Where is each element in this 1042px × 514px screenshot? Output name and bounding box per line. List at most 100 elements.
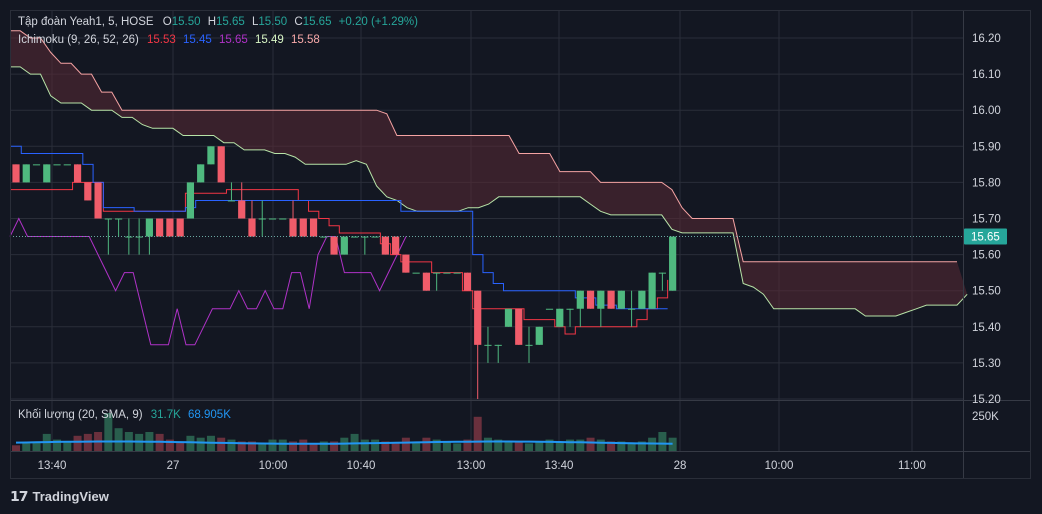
volume-bar bbox=[53, 439, 62, 451]
candle-body bbox=[53, 164, 61, 166]
y-tick-label: 15.50 bbox=[972, 286, 1001, 298]
candle-body bbox=[617, 290, 625, 309]
close-label: C bbox=[294, 16, 303, 28]
candle-body bbox=[484, 344, 492, 346]
x-tick-label: 27 bbox=[167, 460, 180, 472]
y-tick-label: 15.90 bbox=[972, 141, 1001, 153]
volume-bar bbox=[658, 432, 667, 451]
candle-body bbox=[166, 218, 174, 237]
candle-body bbox=[12, 164, 20, 183]
volume-bar bbox=[596, 439, 605, 451]
span-b-line bbox=[10, 30, 957, 263]
change-value: +0.20 (+1.29%) bbox=[338, 16, 418, 28]
candle-body bbox=[402, 254, 410, 273]
volume-bar bbox=[453, 443, 462, 451]
candle-body bbox=[412, 272, 420, 274]
y-tick-label: 15.80 bbox=[972, 177, 1001, 189]
x-tick-label: 10:40 bbox=[347, 460, 376, 472]
volume-bar bbox=[586, 437, 595, 451]
candle-body bbox=[504, 308, 513, 327]
volume-bar bbox=[535, 441, 544, 451]
volume-bar bbox=[545, 439, 554, 451]
volume-bar bbox=[432, 439, 441, 451]
volume-bar bbox=[473, 416, 482, 451]
volume-bar bbox=[576, 439, 585, 451]
volume-bar bbox=[63, 441, 72, 451]
volume-bar bbox=[22, 443, 31, 451]
ichimoku-base-value: 15.45 bbox=[183, 34, 212, 46]
candle-body bbox=[330, 236, 338, 255]
candle-body bbox=[658, 272, 666, 274]
volume-bar bbox=[330, 441, 339, 451]
volume-bar bbox=[422, 437, 431, 451]
candle-body bbox=[597, 290, 605, 309]
x-tick-label: 13:40 bbox=[545, 460, 574, 472]
conversion-line bbox=[11, 181, 669, 335]
ichimoku-spana-value: 15.49 bbox=[254, 34, 284, 46]
volume-bar bbox=[12, 445, 20, 451]
candle-body bbox=[104, 218, 112, 220]
volume-bars bbox=[12, 413, 677, 451]
candle-body bbox=[299, 218, 307, 237]
candle-body bbox=[125, 236, 133, 238]
candle-body bbox=[227, 200, 236, 202]
candle-body bbox=[566, 308, 574, 310]
candle-body bbox=[156, 218, 164, 237]
volume-bar bbox=[504, 441, 513, 451]
x-tick-label: 28 bbox=[674, 460, 687, 472]
open-label: O bbox=[162, 16, 172, 28]
volume-tick-label: 250K bbox=[972, 411, 999, 423]
ichimoku-spanb-value: 15.58 bbox=[290, 34, 320, 46]
candle-body bbox=[268, 218, 277, 220]
candle-body bbox=[669, 236, 677, 291]
axes: 16.20 16.10 16.00 15.90 15.80 15.70 15.60 15.50… bbox=[10, 10, 1031, 479]
candle-body bbox=[197, 164, 205, 183]
candle-body bbox=[576, 290, 584, 309]
candle-body bbox=[474, 290, 482, 345]
volume-bar bbox=[176, 441, 185, 451]
x-tick-label: 10:00 bbox=[259, 460, 288, 472]
candle-body bbox=[186, 182, 195, 219]
ichimoku-legend[interactable]: Ichimoku (9, 26, 52, 26) 15.53 15.45 15.… bbox=[18, 34, 320, 46]
candle-body bbox=[94, 182, 102, 219]
candle-body bbox=[515, 308, 523, 345]
candle-body bbox=[145, 218, 153, 237]
volume-bar bbox=[483, 437, 492, 451]
volume-bar bbox=[381, 441, 390, 451]
y-tick-label: 15.70 bbox=[972, 214, 1001, 226]
y-tick-label: 16.00 bbox=[972, 105, 1001, 117]
price-badge bbox=[964, 228, 1007, 245]
candles bbox=[12, 146, 677, 399]
symbol-legend[interactable]: Tập đoàn Yeah1, 5, HOSE O15.50 H15.65 L1… bbox=[18, 16, 418, 28]
y-tick-label: 16.10 bbox=[972, 69, 1001, 81]
y-tick-label: 15.40 bbox=[972, 322, 1001, 334]
candle-body bbox=[32, 164, 41, 166]
high-value: 15.65 bbox=[216, 16, 245, 28]
volume-bar bbox=[196, 437, 205, 451]
volume-bar bbox=[617, 441, 626, 451]
volume-legend[interactable]: Khối lượng (20, SMA, 9) 31.7K 68.905K bbox=[18, 409, 231, 421]
candle-body bbox=[453, 272, 461, 274]
low-value: 15.50 bbox=[258, 16, 288, 28]
candle-body bbox=[43, 164, 51, 183]
candle-body bbox=[535, 326, 543, 345]
volume-bar bbox=[258, 443, 267, 451]
volume-bar bbox=[442, 441, 451, 451]
price-badge-label: 15.65 bbox=[971, 232, 1000, 244]
candle-body bbox=[443, 272, 451, 274]
candle-body bbox=[238, 200, 246, 219]
volume-bar bbox=[360, 439, 369, 451]
candle-body bbox=[392, 236, 400, 255]
open-value: 15.50 bbox=[171, 16, 201, 28]
volume-value: 31.7K bbox=[150, 409, 181, 421]
cloud-fill bbox=[10, 30, 968, 317]
y-tick-label: 15.30 bbox=[972, 358, 1001, 370]
volume-bar bbox=[607, 441, 616, 451]
candle-body bbox=[463, 272, 472, 291]
tradingview-brand[interactable]: 𝟭𝟳 TradingView bbox=[10, 488, 109, 505]
candle-body bbox=[433, 272, 441, 274]
candle-body bbox=[525, 344, 533, 346]
volume-bar bbox=[401, 437, 410, 451]
candle-body bbox=[207, 146, 215, 165]
